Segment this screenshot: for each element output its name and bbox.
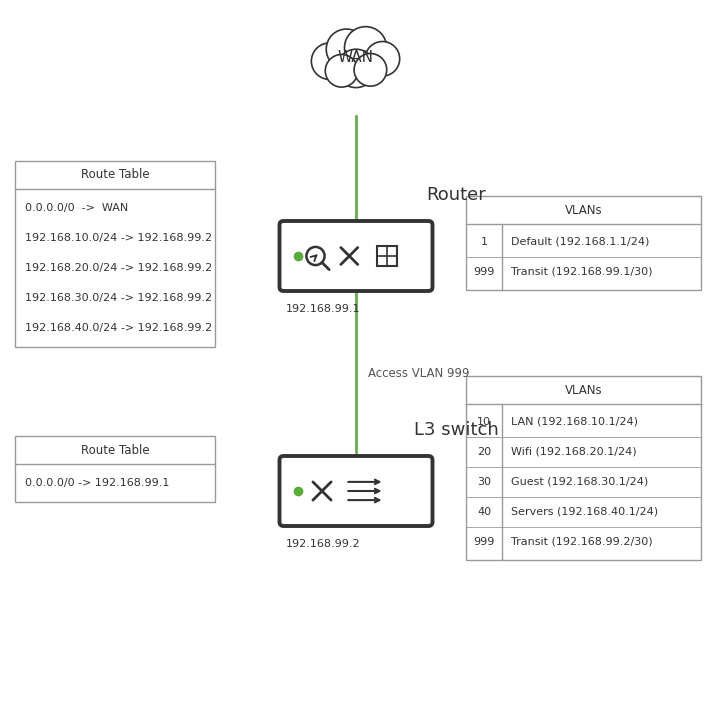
Text: Guest (192.168.30.1/24): Guest (192.168.30.1/24) [511,477,648,487]
Text: Servers (192.168.40.1/24): Servers (192.168.40.1/24) [511,507,658,517]
Text: LAN (192.168.10.1/24): LAN (192.168.10.1/24) [511,417,638,427]
Text: VLANs: VLANs [565,203,602,217]
Text: 192.168.99.1: 192.168.99.1 [286,304,360,314]
Text: 1: 1 [481,237,488,247]
Circle shape [326,29,367,70]
FancyBboxPatch shape [279,456,432,526]
Text: 10: 10 [477,417,491,427]
Bar [466,196,701,290]
Text: 192.168.20.0/24 -> 192.168.99.2: 192.168.20.0/24 -> 192.168.99.2 [25,263,213,273]
Text: Access VLAN 999: Access VLAN 999 [368,367,469,380]
Bar [15,161,215,347]
Text: 999: 999 [474,267,495,277]
Circle shape [365,41,400,76]
Text: 192.168.10.0/24 -> 192.168.99.2: 192.168.10.0/24 -> 192.168.99.2 [25,233,212,243]
Text: 999: 999 [474,537,495,547]
Text: 0.0.0.0/0 -> 192.168.99.1: 0.0.0.0/0 -> 192.168.99.1 [25,478,169,488]
Text: 192.168.40.0/24 -> 192.168.99.2: 192.168.40.0/24 -> 192.168.99.2 [25,323,213,333]
Text: L3 switch: L3 switch [414,421,498,439]
Circle shape [345,26,387,69]
Text: Router: Router [426,186,486,204]
Text: VLANs: VLANs [565,383,602,397]
Circle shape [354,53,387,86]
Bar [466,376,701,560]
Circle shape [337,49,375,87]
Text: WAN: WAN [338,50,374,65]
Text: Transit (192.168.99.2/30): Transit (192.168.99.2/30) [511,537,653,547]
Text: 40: 40 [477,507,491,517]
Text: Route Table: Route Table [80,169,149,181]
Text: 0.0.0.0/0  ->  WAN: 0.0.0.0/0 -> WAN [25,203,128,213]
Text: 30: 30 [477,477,491,487]
FancyBboxPatch shape [279,221,432,291]
Text: 192.168.30.0/24 -> 192.168.99.2: 192.168.30.0/24 -> 192.168.99.2 [25,293,212,303]
Text: 192.168.99.2: 192.168.99.2 [286,539,360,549]
Text: Transit (192.168.99.1/30): Transit (192.168.99.1/30) [511,267,653,277]
Bar [15,436,215,502]
Bar [378,246,397,266]
Circle shape [311,43,348,80]
Text: Wifi (192.168.20.1/24): Wifi (192.168.20.1/24) [511,447,636,457]
Circle shape [325,55,358,87]
Text: Route Table: Route Table [80,444,149,456]
Text: Default (192.168.1.1/24): Default (192.168.1.1/24) [511,237,649,247]
Text: 20: 20 [477,447,491,457]
